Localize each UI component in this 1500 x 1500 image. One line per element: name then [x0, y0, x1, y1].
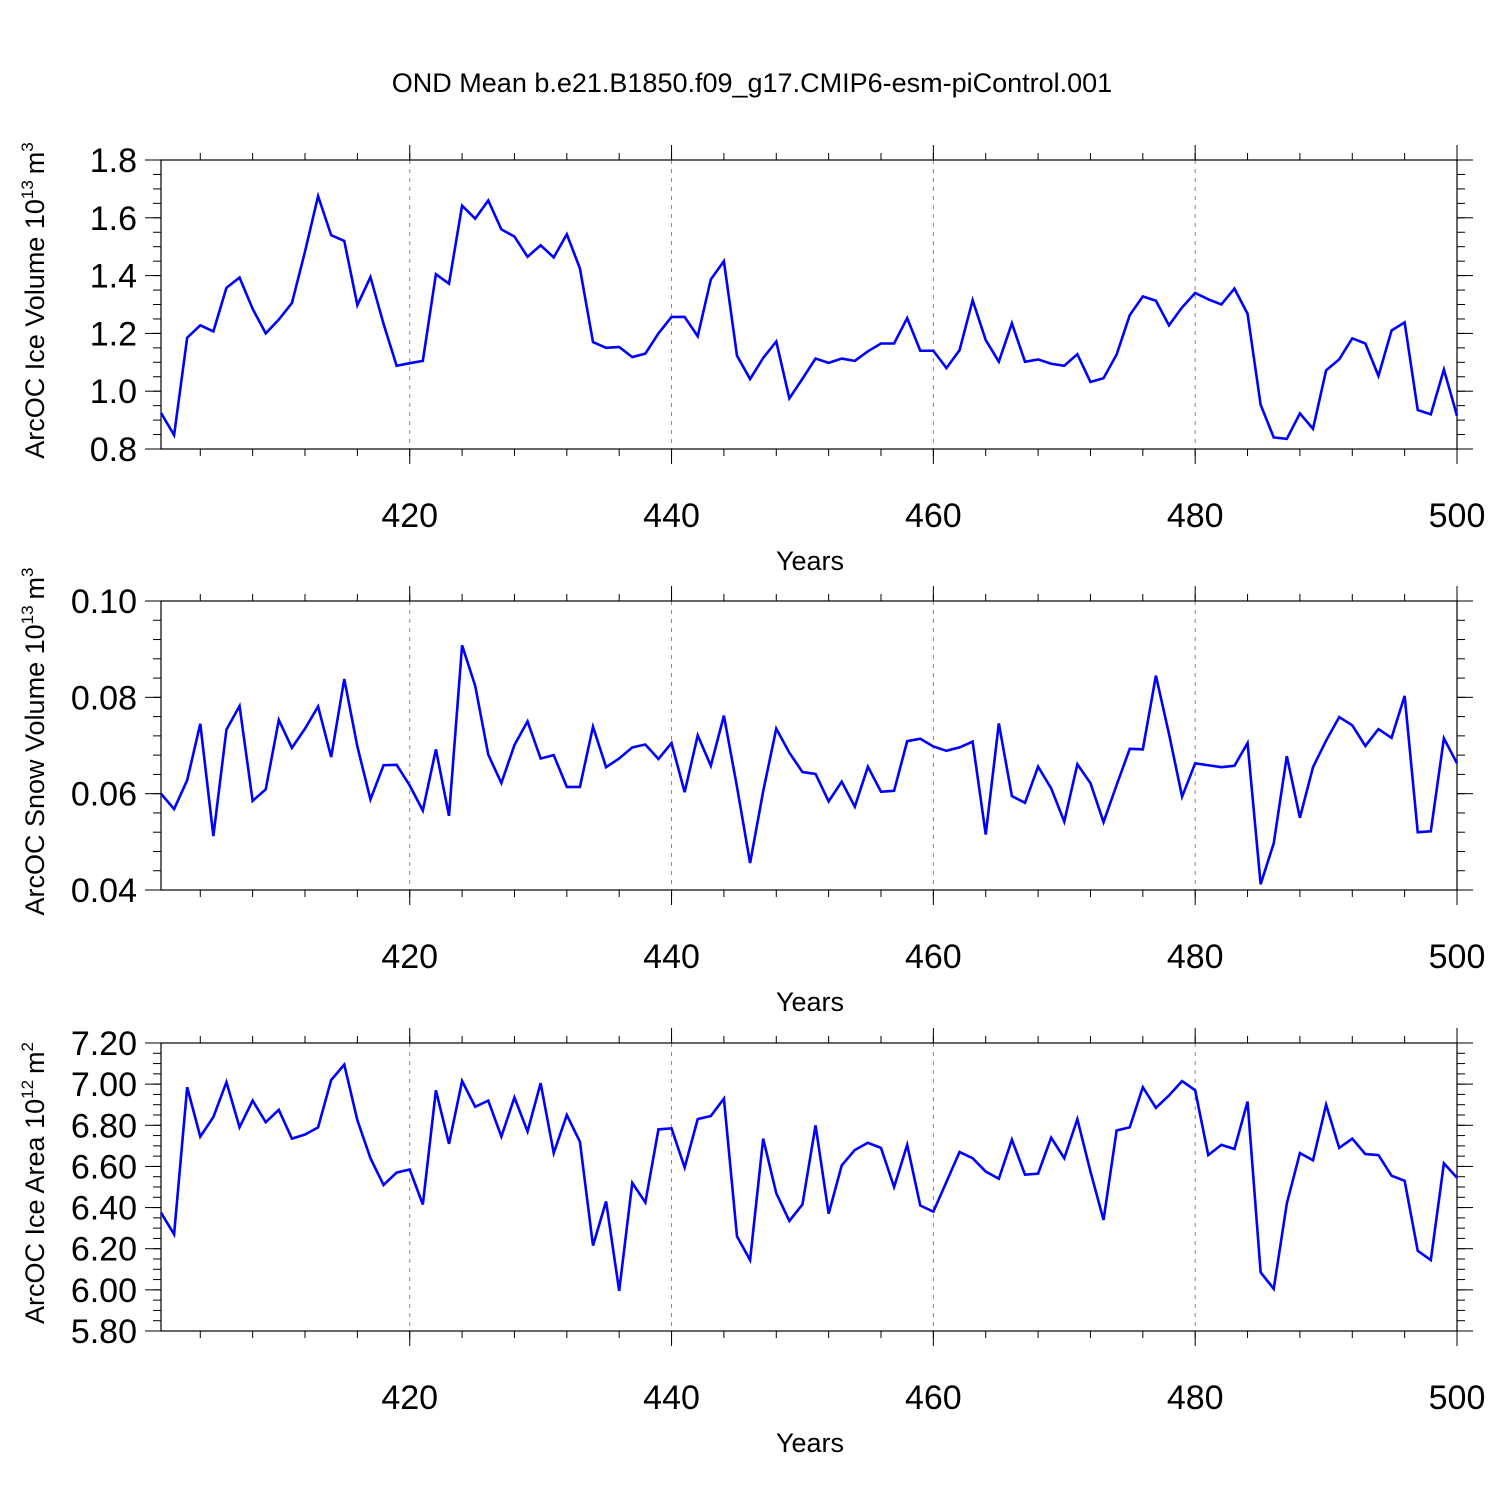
ice-volume-y-axis-label-exp: 13: [18, 180, 37, 199]
ice-volume-y-tick-label: 1.0: [90, 373, 137, 411]
ice-area-y-axis-label-unit-exp: 2: [18, 1042, 37, 1051]
ice-area-x-tick-label: 420: [381, 1379, 438, 1417]
ice-area-y-axis-label-exp: 12: [18, 1080, 37, 1099]
ice-volume-y-tick-label: 1.2: [90, 315, 137, 353]
snow-volume-y-axis-label: ArcOC Snow Volume 1013 m3: [18, 567, 50, 915]
ice-area-y-tick-label: 6.00: [71, 1272, 137, 1310]
ice-volume-x-tick-label: 460: [905, 497, 962, 535]
ice-area-y-tick-label: 7.20: [71, 1025, 137, 1063]
ice-volume-y-tick-label: 0.8: [90, 431, 137, 469]
ice-area-y-tick-label: 6.40: [71, 1190, 137, 1228]
ice-volume-y-axis-label-text: ArcOC Ice Volume 10: [20, 199, 50, 459]
ice-volume-y-axis-label: ArcOC Ice Volume 1013 m3: [18, 142, 50, 459]
ice-volume-y-tick-label: 1.8: [90, 142, 137, 180]
snow-volume-panel: 420 440 460 480 500 0.04 0.06 0.08 0.10 Years ArcO…: [18, 567, 1485, 1017]
ice-area-y-tick-label: 6.60: [71, 1148, 137, 1186]
snow-volume-x-tick-label: 500: [1429, 938, 1486, 976]
ice-area-y-tick-label: 7.00: [71, 1066, 137, 1104]
snow-volume-x-tick-label: 460: [905, 938, 962, 976]
ice-area-x-tick-label: 440: [643, 1379, 700, 1417]
snow-volume-plot-frame: [160, 600, 1458, 891]
ice-volume-series-line: [159, 191, 1459, 441]
ice-area-series-line: [159, 1061, 1458, 1292]
ice-volume-x-tick-label: 500: [1429, 497, 1486, 535]
snow-volume-y-tick-label: 0.04: [71, 872, 137, 910]
chart-title: OND Mean b.e21.B1850.f09_g17.CMIP6-esm-p…: [392, 68, 1112, 98]
ice-area-x-tick-label: 480: [1167, 1379, 1224, 1417]
ice-volume-y-tick-label: 1.6: [90, 200, 137, 238]
ice-area-x-axis-label: Years: [776, 1428, 844, 1458]
ice-volume-x-tick-label: 480: [1167, 497, 1224, 535]
ice-volume-y-axis-label-unit-exp: 3: [18, 142, 37, 151]
snow-volume-y-tick-label: 0.06: [71, 776, 137, 814]
snow-volume-y-axis-label-exp: 13: [18, 605, 37, 624]
snow-volume-y-axis-label-text: ArcOC Snow Volume 10: [20, 624, 50, 915]
snow-volume-y-tick-label: 0.10: [71, 583, 137, 621]
ice-volume-y-tick-label: 1.4: [90, 258, 137, 296]
snow-volume-x-axis-label: Years: [776, 987, 844, 1017]
ice-area-y-axis-label-text: ArcOC Ice Area 10: [20, 1099, 50, 1324]
ice-area-y-axis-label-unit: m: [20, 1051, 50, 1074]
snow-volume-series-line: [160, 644, 1459, 885]
ice-volume-y-axis-label-unit: m: [20, 152, 50, 175]
snow-volume-y-axis-label-unit-exp: 3: [18, 567, 37, 576]
ice-area-panel: 420 440 460 480 5005.806.006.206.406.606.807…: [18, 1025, 1485, 1458]
ice-area-x-tick-label: 460: [905, 1379, 962, 1417]
snow-volume-y-axis-label-unit: m: [20, 577, 50, 600]
ice-volume-panel: 420 440 460 480 500 0.8 1.0 1.2 1.4 1.6 1.8 Years Ar…: [18, 142, 1485, 576]
ice-volume-x-tick-label: 420: [381, 497, 438, 535]
ice-area-y-tick-label: 5.80: [71, 1313, 137, 1351]
snow-volume-y-tick-label: 0.08: [71, 679, 137, 717]
ice-area-x-tick-label: 500: [1429, 1379, 1486, 1417]
snow-volume-x-tick-label: 440: [643, 938, 700, 976]
ice-volume-x-axis-label: Years: [776, 546, 844, 576]
snow-volume-x-tick-label: 420: [381, 938, 438, 976]
ice-area-y-axis-label: ArcOC Ice Area 1012 m2: [18, 1042, 50, 1324]
ice-area-y-tick-label: 6.20: [71, 1231, 137, 1269]
snow-volume-x-tick-label: 480: [1167, 938, 1224, 976]
ice-volume-x-tick-label: 440: [643, 497, 700, 535]
ice-area-plot-frame: [160, 1042, 1458, 1332]
ice-area-y-tick-label: 6.80: [71, 1107, 137, 1145]
ice-volume-plot-frame: [160, 159, 1458, 450]
